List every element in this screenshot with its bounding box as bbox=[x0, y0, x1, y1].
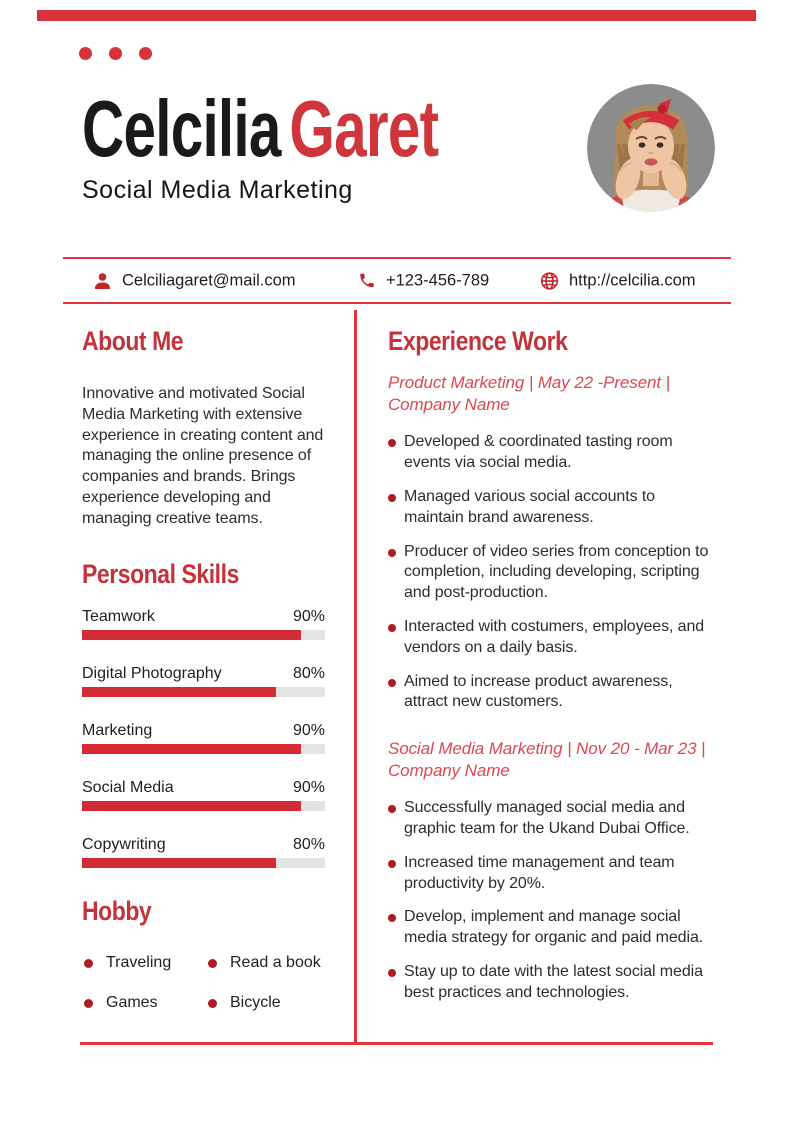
first-name: Celcilia bbox=[82, 84, 281, 173]
skill-bar-track bbox=[82, 801, 325, 811]
job-bullet-item: Develop, implement and manage social med… bbox=[388, 907, 714, 949]
skill-percent: 90% bbox=[292, 779, 325, 796]
profile-photo-illustration bbox=[587, 84, 715, 212]
person-name: Celcilia Garet bbox=[82, 89, 439, 169]
skill-label: Social Media bbox=[82, 779, 174, 796]
skill-bar-fill bbox=[82, 687, 277, 697]
bullet-icon bbox=[208, 958, 217, 968]
phone-icon bbox=[360, 273, 374, 288]
skill-bar-track bbox=[82, 744, 325, 754]
skill-header: Digital Photography 80% bbox=[82, 665, 325, 683]
skill-header: Copywriting 80% bbox=[82, 836, 325, 854]
hobby-item: Traveling bbox=[84, 953, 208, 973]
experience-jobs: Product Marketing | May 22 -Present | Co… bbox=[388, 372, 714, 1003]
hobby-label: Bicycle bbox=[230, 994, 281, 1011]
skill-label: Digital Photography bbox=[82, 665, 222, 682]
hobby-list: Traveling Read a book Games Bicycle bbox=[84, 953, 346, 1013]
skill-bar-fill bbox=[82, 858, 277, 868]
phone-value: +123-456-789 bbox=[386, 271, 490, 289]
bottom-accent-line bbox=[80, 1042, 713, 1045]
decoration-dots bbox=[79, 47, 152, 60]
job-bullet-item: Successfully managed social media and gr… bbox=[388, 798, 714, 840]
hobby-label: Read a book bbox=[230, 954, 321, 971]
hobby-item: Bicycle bbox=[208, 993, 346, 1013]
job-block: Product Marketing | May 22 -Present | Co… bbox=[388, 372, 714, 713]
skill-percent: 80% bbox=[292, 665, 325, 682]
bullet-icon bbox=[208, 998, 217, 1008]
skill-bar-track bbox=[82, 858, 325, 868]
skill-bar-fill bbox=[82, 630, 301, 640]
skill-label: Teamwork bbox=[82, 608, 155, 625]
hobby-item: Read a book bbox=[208, 953, 346, 973]
job-bullet-item: Developed & coordinated tasting room eve… bbox=[388, 432, 714, 474]
job-bullet-item: Interacted with costumers, employees, an… bbox=[388, 617, 714, 659]
skill-header: Social Media 90% bbox=[82, 779, 325, 797]
job-subtitle: Social Media Marketing bbox=[82, 176, 353, 204]
skill-bar-track bbox=[82, 687, 325, 697]
about-title: About Me bbox=[82, 326, 184, 356]
skill-percent: 90% bbox=[292, 722, 325, 739]
job-block: Social Media Marketing | Nov 20 - Mar 23… bbox=[388, 738, 714, 1003]
hobby-label: Games bbox=[106, 994, 158, 1011]
skill-row: Marketing 90% bbox=[82, 722, 325, 779]
dot-icon bbox=[79, 47, 92, 60]
hobby-item: Games bbox=[84, 993, 208, 1013]
skill-bar-fill bbox=[82, 801, 301, 811]
skills-title: Personal Skills bbox=[82, 559, 239, 589]
skill-percent: 90% bbox=[292, 608, 325, 625]
top-accent-bar bbox=[37, 10, 756, 21]
job-bullet-list: Successfully managed social media and gr… bbox=[388, 798, 714, 1003]
bullet-icon bbox=[84, 958, 93, 968]
profile-photo bbox=[587, 84, 715, 212]
skill-label: Copywriting bbox=[82, 836, 166, 853]
job-bullet-item: Increased time management and team produ… bbox=[388, 853, 714, 895]
job-bullet-item: Stay up to date with the latest social m… bbox=[388, 962, 714, 1004]
job-bullet-item: Managed various social accounts to maint… bbox=[388, 487, 714, 529]
job-title: Social Media Marketing | Nov 20 - Mar 23… bbox=[388, 739, 706, 781]
skill-label: Marketing bbox=[82, 722, 153, 739]
about-text: Innovative and motivated Social Media Ma… bbox=[82, 385, 324, 527]
skill-header: Marketing 90% bbox=[82, 722, 325, 740]
skill-bar-track bbox=[82, 630, 325, 640]
hobby-label: Traveling bbox=[106, 954, 172, 971]
contact-website[interactable]: http://celcilia.com bbox=[540, 271, 696, 290]
skill-header: Teamwork 90% bbox=[82, 608, 325, 626]
skill-percent: 80% bbox=[292, 836, 325, 853]
job-bullet-list: Developed & coordinated tasting room eve… bbox=[388, 432, 714, 713]
skill-row: Digital Photography 80% bbox=[82, 665, 325, 722]
contact-phone[interactable]: +123-456-789 bbox=[358, 271, 489, 290]
skill-bar-fill bbox=[82, 744, 301, 754]
contact-bar: Celciliagaret@mail.com +123-456-789 http… bbox=[63, 257, 731, 304]
skill-row: Copywriting 80% bbox=[82, 836, 325, 893]
bullet-icon bbox=[84, 998, 93, 1008]
job-bullet-item: Producer of video series from conception… bbox=[388, 542, 714, 604]
job-title: Product Marketing | May 22 -Present | Co… bbox=[388, 373, 670, 415]
globe-icon bbox=[540, 271, 559, 290]
last-name: Garet bbox=[289, 84, 439, 173]
person-icon bbox=[94, 272, 111, 289]
experience-section: Experience Work Product Marketing | May … bbox=[388, 325, 714, 1017]
experience-title: Experience Work bbox=[388, 326, 568, 356]
skill-row: Teamwork 90% bbox=[82, 608, 325, 665]
job-bullet-item: Aimed to increase product awareness, att… bbox=[388, 672, 714, 714]
skill-row: Social Media 90% bbox=[82, 779, 325, 836]
email-value: Celciliagaret@mail.com bbox=[122, 271, 296, 289]
skills-list: Teamwork 90% Digital Photography 80% Marketi… bbox=[82, 608, 325, 893]
website-value: http://celcilia.com bbox=[569, 271, 696, 289]
dot-icon bbox=[109, 47, 122, 60]
column-divider bbox=[354, 310, 357, 1042]
hobby-title: Hobby bbox=[82, 896, 152, 926]
dot-icon bbox=[139, 47, 152, 60]
contact-email[interactable]: Celciliagaret@mail.com bbox=[93, 271, 296, 290]
